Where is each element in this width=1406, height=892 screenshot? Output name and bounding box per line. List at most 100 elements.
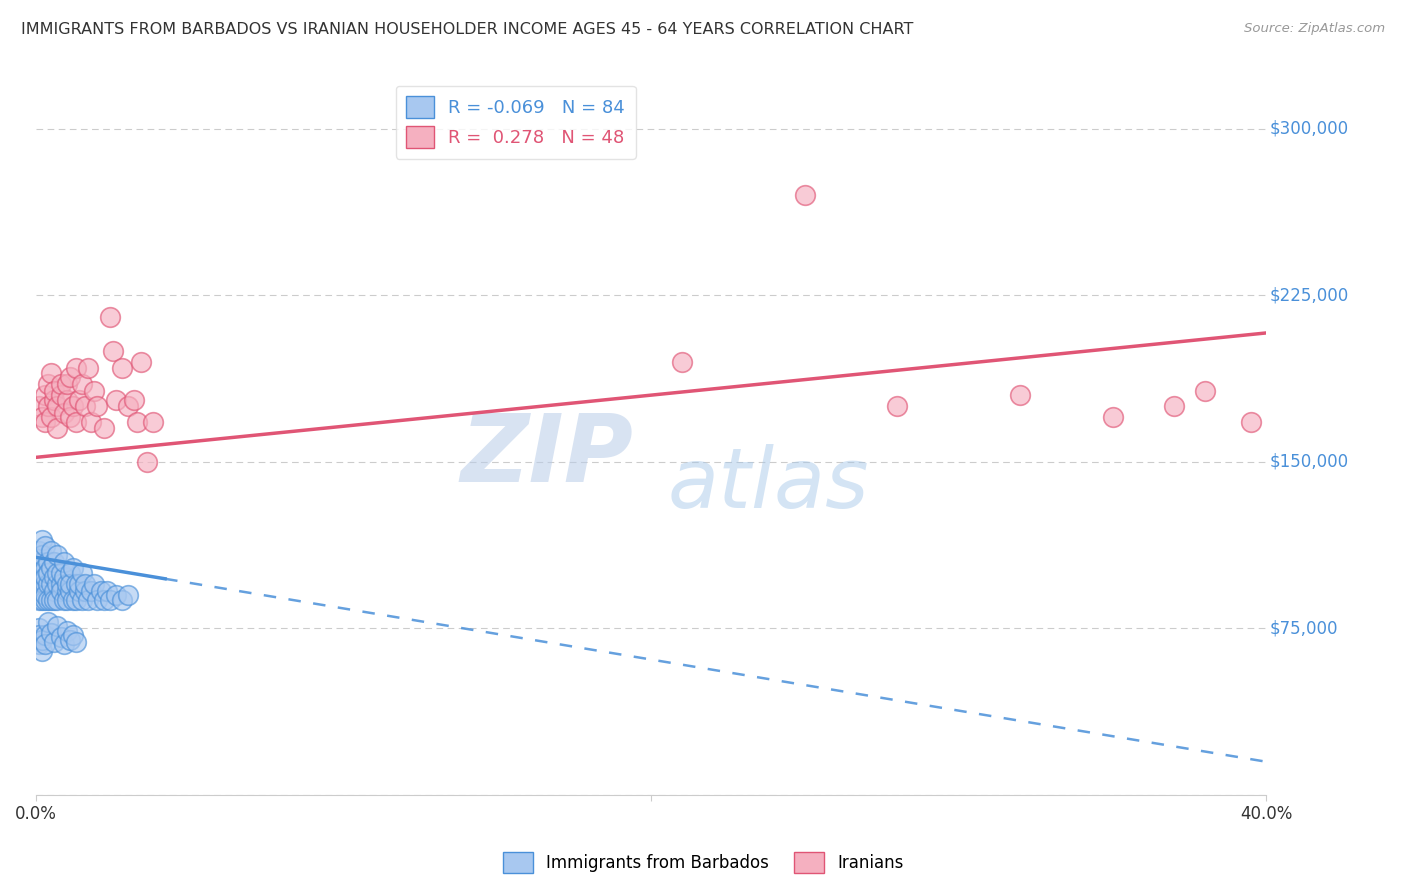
Point <box>49 388 72 402</box>
Point <box>34 637 56 651</box>
Point <box>1163 399 1185 413</box>
Point <box>83 577 105 591</box>
Point <box>86 592 108 607</box>
Point <box>80 415 103 429</box>
Point <box>28 622 51 636</box>
Point <box>83 384 105 398</box>
Point <box>31 548 53 562</box>
Point <box>37 577 59 591</box>
Point <box>793 188 815 202</box>
Point <box>77 592 100 607</box>
Point <box>104 588 127 602</box>
Point <box>34 577 56 591</box>
Point <box>34 588 56 602</box>
Point <box>49 566 72 580</box>
Point <box>46 577 69 591</box>
Point <box>65 415 87 429</box>
Point <box>59 566 82 580</box>
Text: $225,000: $225,000 <box>1270 286 1350 304</box>
Point <box>67 583 90 598</box>
Point <box>129 355 152 369</box>
Point <box>34 628 56 642</box>
Point <box>34 570 56 584</box>
Point <box>1194 384 1216 398</box>
Point <box>93 421 115 435</box>
Legend: Immigrants from Barbados, Iranians: Immigrants from Barbados, Iranians <box>496 846 910 880</box>
Point <box>52 406 75 420</box>
Point <box>55 624 77 638</box>
Point <box>62 399 84 413</box>
Point <box>52 555 75 569</box>
Text: IMMIGRANTS FROM BARBADOS VS IRANIAN HOUSEHOLDER INCOME AGES 45 - 64 YEARS CORREL: IMMIGRANTS FROM BARBADOS VS IRANIAN HOUS… <box>21 22 914 37</box>
Point <box>44 570 66 584</box>
Point <box>31 555 53 569</box>
Point <box>37 399 59 413</box>
Point <box>49 583 72 598</box>
Point <box>28 577 51 591</box>
Point <box>1240 415 1263 429</box>
Point <box>98 592 121 607</box>
Point <box>31 566 53 580</box>
Point <box>886 399 908 413</box>
Point <box>142 415 165 429</box>
Point <box>37 566 59 580</box>
Point <box>49 577 72 591</box>
Point <box>59 583 82 598</box>
Point <box>37 377 59 392</box>
Point <box>46 399 69 413</box>
Point <box>52 592 75 607</box>
Point <box>34 415 56 429</box>
Point <box>77 361 100 376</box>
Point <box>96 583 118 598</box>
Point <box>31 632 53 647</box>
Point <box>111 592 134 607</box>
Point <box>31 533 53 547</box>
Point <box>46 421 69 435</box>
Text: $75,000: $75,000 <box>1270 619 1339 638</box>
Point <box>28 637 51 651</box>
Text: $150,000: $150,000 <box>1270 453 1350 471</box>
Point <box>34 561 56 575</box>
Point <box>39 543 62 558</box>
Point <box>39 592 62 607</box>
Point <box>90 583 112 598</box>
Point <box>44 555 66 569</box>
Point <box>44 583 66 598</box>
Text: ZIP: ZIP <box>460 409 633 501</box>
Point <box>28 399 51 413</box>
Point <box>37 615 59 629</box>
Point <box>59 410 82 425</box>
Point <box>31 592 53 607</box>
Point <box>135 455 157 469</box>
Point <box>44 634 66 648</box>
Point <box>34 388 56 402</box>
Point <box>75 399 97 413</box>
Point <box>37 555 59 569</box>
Point <box>39 366 62 380</box>
Point <box>59 370 82 384</box>
Point <box>46 548 69 562</box>
Point <box>31 643 53 657</box>
Point <box>62 628 84 642</box>
Point <box>46 566 69 580</box>
Point <box>49 630 72 644</box>
Point <box>59 632 82 647</box>
Point <box>44 392 66 407</box>
Point <box>55 592 77 607</box>
Point <box>59 577 82 591</box>
Point <box>28 592 51 607</box>
Point <box>31 583 53 598</box>
Point <box>70 377 93 392</box>
Point <box>39 410 62 425</box>
Point <box>31 570 53 584</box>
Point <box>98 310 121 325</box>
Point <box>28 555 51 569</box>
Point <box>44 592 66 607</box>
Point <box>39 625 62 640</box>
Point <box>46 592 69 607</box>
Point <box>93 592 115 607</box>
Point <box>39 577 62 591</box>
Point <box>49 377 72 392</box>
Point <box>127 415 149 429</box>
Point <box>62 592 84 607</box>
